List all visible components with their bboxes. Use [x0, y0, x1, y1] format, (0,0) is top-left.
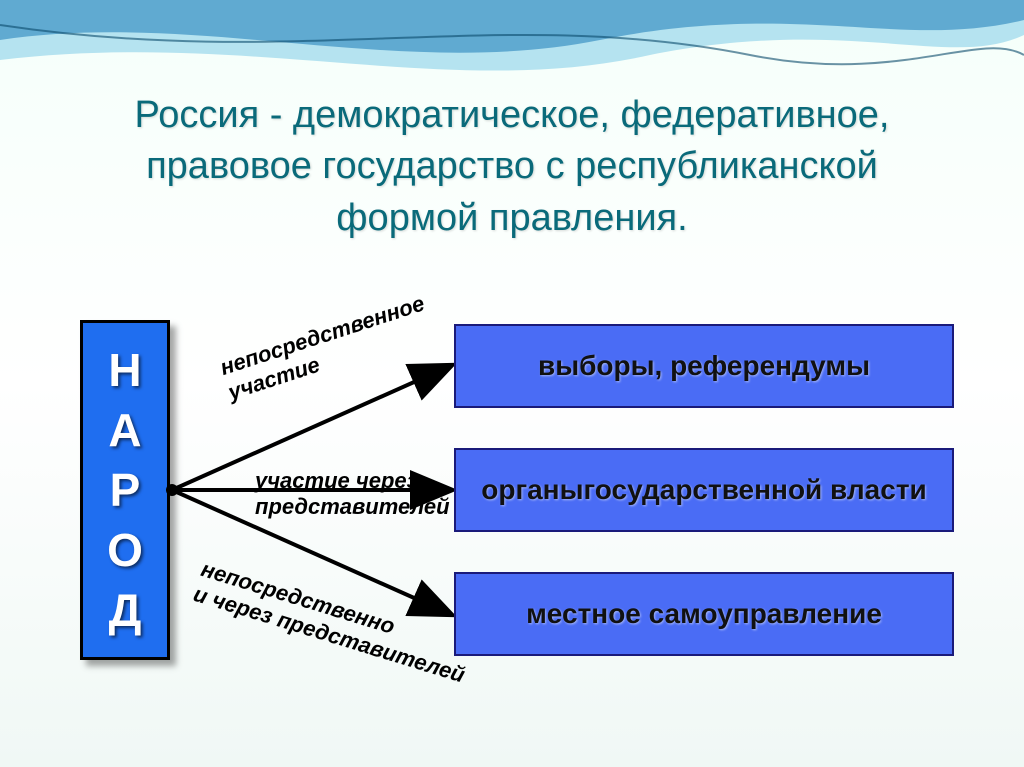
- narod-letter: Д: [109, 583, 142, 637]
- title-line3: формой правления.: [336, 197, 687, 239]
- arrow-label: непосредственнои через представителей: [190, 556, 475, 688]
- result-box: местное самоуправление: [454, 572, 954, 656]
- result-box: органыгосударственной власти: [454, 448, 954, 532]
- narod-letter: Р: [110, 463, 141, 517]
- result-box: выборы, референдумы: [454, 324, 954, 408]
- arrow-label: участие черезпредставителей: [255, 468, 450, 520]
- narod-box: НАРОД: [80, 320, 170, 660]
- title-line2: правовое государство с республиканской: [146, 145, 878, 187]
- diagram-area: НАРОД непосредственноеучастиеучастие чер…: [40, 300, 984, 727]
- narod-letter: О: [107, 523, 143, 577]
- narod-letter: Н: [108, 343, 141, 397]
- title-line1: Россия - демократическое, федеративное,: [135, 94, 890, 136]
- narod-letter: А: [108, 403, 141, 457]
- arrow-label: непосредственноеучастие: [217, 290, 436, 405]
- slide-title: Россия - демократическое, федеративное, …: [0, 0, 1024, 244]
